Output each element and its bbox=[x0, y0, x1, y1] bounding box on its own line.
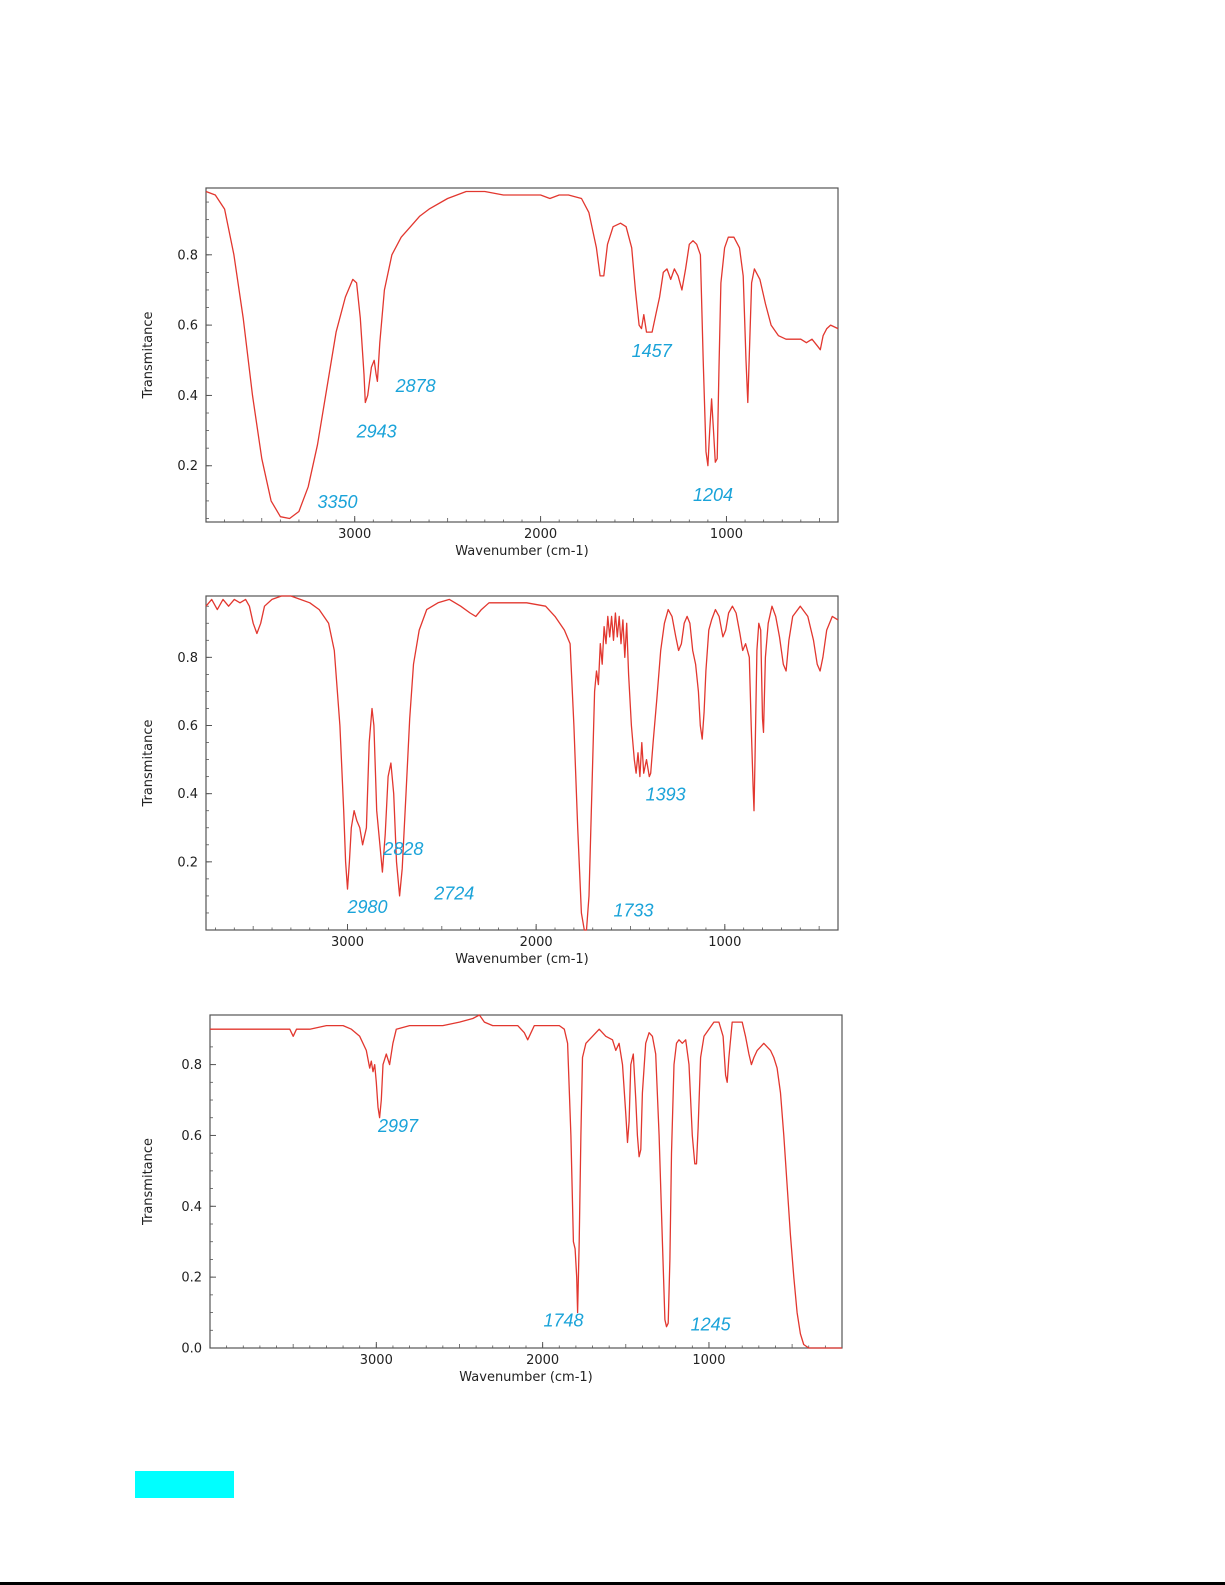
peak-label: 1748 bbox=[543, 1311, 583, 1331]
x-tick-label: 3000 bbox=[360, 1353, 393, 1368]
ir-spectrum-chart-2: 3000 2000 1000 0.2 0.4 0.6 0.8 Wavenumber (cm-1… bbox=[141, 595, 839, 967]
spectrum-line bbox=[205, 190, 839, 520]
x-tick-label: 1000 bbox=[710, 527, 743, 542]
x-tick-label: 1000 bbox=[708, 935, 741, 950]
y-axis-title: Transmitance bbox=[141, 719, 156, 807]
x-tick-label: 1000 bbox=[692, 1353, 725, 1368]
peak-label: 2828 bbox=[382, 839, 423, 859]
page-bottom-rule bbox=[0, 1582, 1225, 1585]
plot-frame bbox=[205, 595, 839, 931]
y-tick-label: 0.8 bbox=[177, 248, 198, 263]
x-axis-title: Wavenumber (cm-1) bbox=[459, 1370, 592, 1385]
ir-spectrum-chart-3: 3000 2000 1000 0.0 0.2 0.4 0.6 0.8 Wavenumber (c… bbox=[141, 1014, 843, 1385]
x-tick-label: 3000 bbox=[338, 527, 371, 542]
x-tick-label: 2000 bbox=[520, 935, 553, 950]
x-tick-label: 2000 bbox=[524, 527, 557, 542]
x-axis-title: Wavenumber (cm-1) bbox=[455, 544, 588, 559]
peak-label: 1457 bbox=[632, 341, 673, 361]
y-tick-label: 0.6 bbox=[177, 319, 198, 334]
highlight-marker bbox=[135, 1471, 234, 1498]
peak-label: 1204 bbox=[693, 485, 733, 505]
y-axis-title: Transmitance bbox=[141, 1138, 156, 1226]
peak-label: 1393 bbox=[646, 784, 686, 804]
spectrum-line bbox=[205, 595, 839, 931]
plot-frame bbox=[205, 187, 839, 523]
peak-label: 2943 bbox=[356, 422, 397, 442]
peak-label: 1733 bbox=[613, 900, 653, 920]
y-axis-title: Transmitance bbox=[141, 311, 156, 399]
y-tick-label: 0.8 bbox=[181, 1058, 202, 1073]
y-tick-label: 0.6 bbox=[177, 719, 198, 734]
y-tick-label: 0.4 bbox=[181, 1200, 202, 1215]
y-tick-label: 0.6 bbox=[181, 1129, 202, 1144]
peak-label: 1245 bbox=[691, 1314, 732, 1334]
peak-label: 3350 bbox=[318, 492, 358, 512]
plot-frame bbox=[209, 1014, 843, 1349]
x-axis-title: Wavenumber (cm-1) bbox=[455, 952, 588, 967]
peak-label: 2997 bbox=[377, 1116, 419, 1136]
x-tick-label: 2000 bbox=[526, 1353, 559, 1368]
ir-spectrum-chart-1: 3000 2000 1000 0.2 0.4 0.6 0.8 Wavenumber (cm-1… bbox=[141, 187, 839, 559]
spectrum-line bbox=[210, 1014, 842, 1349]
peak-label: 2980 bbox=[346, 897, 387, 917]
x-tick-label: 3000 bbox=[331, 935, 364, 950]
peak-label: 2878 bbox=[395, 376, 436, 396]
y-tick-label: 0.4 bbox=[177, 389, 198, 404]
y-tick-label: 0.8 bbox=[177, 651, 198, 666]
y-tick-label: 0.0 bbox=[181, 1342, 202, 1357]
y-tick-label: 0.4 bbox=[177, 787, 198, 802]
y-tick-label: 0.2 bbox=[177, 855, 198, 870]
y-tick-label: 0.2 bbox=[181, 1271, 202, 1286]
y-tick-label: 0.2 bbox=[177, 459, 198, 474]
peak-label: 2724 bbox=[433, 883, 474, 903]
